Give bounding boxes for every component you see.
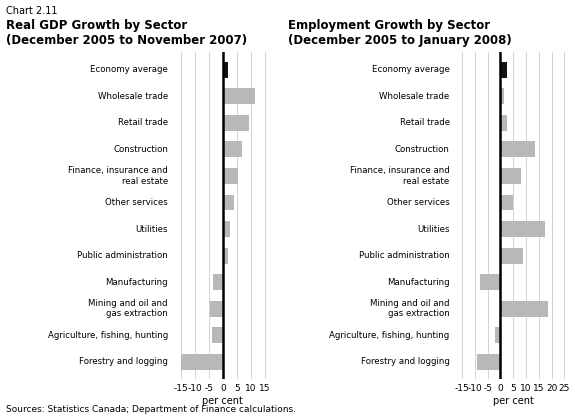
Bar — [495, 327, 500, 343]
Text: Chart 2.11: Chart 2.11 — [6, 6, 58, 16]
Text: Public administration: Public administration — [359, 251, 450, 260]
Text: Real GDP Growth by Sector: Real GDP Growth by Sector — [6, 19, 187, 32]
Bar — [500, 221, 545, 237]
Text: Construction: Construction — [395, 145, 450, 154]
Bar — [477, 354, 500, 370]
Text: Employment Growth by Sector: Employment Growth by Sector — [288, 19, 490, 32]
Bar — [223, 194, 234, 210]
Text: Utilities: Utilities — [417, 225, 450, 233]
Text: Mining and oil and
gas extraction: Mining and oil and gas extraction — [370, 299, 450, 318]
Text: Retail trade: Retail trade — [118, 118, 168, 127]
Text: Other services: Other services — [105, 198, 168, 207]
Bar — [500, 168, 521, 184]
Text: Wholesale trade: Wholesale trade — [98, 92, 168, 101]
Bar — [500, 301, 548, 317]
Bar — [223, 221, 230, 237]
Text: (December 2005 to November 2007): (December 2005 to November 2007) — [6, 34, 247, 47]
Bar — [500, 115, 507, 131]
Text: Forestry and logging: Forestry and logging — [79, 357, 168, 367]
Bar — [500, 141, 535, 157]
Bar — [223, 62, 228, 78]
Text: Agriculture, fishing, hunting: Agriculture, fishing, hunting — [48, 331, 168, 340]
Bar — [500, 248, 523, 264]
X-axis label: per cent: per cent — [202, 396, 243, 406]
Text: Finance, insurance and
real estate: Finance, insurance and real estate — [350, 166, 450, 186]
Text: Agriculture, fishing, hunting: Agriculture, fishing, hunting — [329, 331, 450, 340]
Text: Sources: Statistics Canada; Department of Finance calculations.: Sources: Statistics Canada; Department o… — [6, 405, 296, 414]
Text: Economy average: Economy average — [372, 65, 450, 74]
Bar — [500, 194, 513, 210]
Text: (December 2005 to January 2008): (December 2005 to January 2008) — [288, 34, 511, 47]
Text: Other services: Other services — [387, 198, 450, 207]
Bar — [210, 301, 223, 317]
Bar — [223, 88, 255, 104]
Bar — [213, 274, 223, 290]
Bar — [212, 327, 223, 343]
Text: Forestry and logging: Forestry and logging — [361, 357, 450, 367]
Text: Manufacturing: Manufacturing — [105, 278, 168, 287]
Text: Retail trade: Retail trade — [400, 118, 450, 127]
Bar — [223, 248, 228, 264]
Text: Construction: Construction — [113, 145, 168, 154]
Text: Utilities: Utilities — [135, 225, 168, 233]
Text: Finance, insurance and
real estate: Finance, insurance and real estate — [68, 166, 168, 186]
Text: Public administration: Public administration — [77, 251, 168, 260]
Bar — [181, 354, 223, 370]
Text: Manufacturing: Manufacturing — [387, 278, 450, 287]
Bar — [223, 115, 250, 131]
Bar — [223, 141, 243, 157]
Bar — [500, 88, 504, 104]
Bar — [223, 168, 238, 184]
X-axis label: per cent: per cent — [493, 396, 534, 406]
Text: Wholesale trade: Wholesale trade — [380, 92, 450, 101]
Bar — [500, 62, 507, 78]
Text: Mining and oil and
gas extraction: Mining and oil and gas extraction — [89, 299, 168, 318]
Bar — [480, 274, 500, 290]
Text: Economy average: Economy average — [90, 65, 168, 74]
